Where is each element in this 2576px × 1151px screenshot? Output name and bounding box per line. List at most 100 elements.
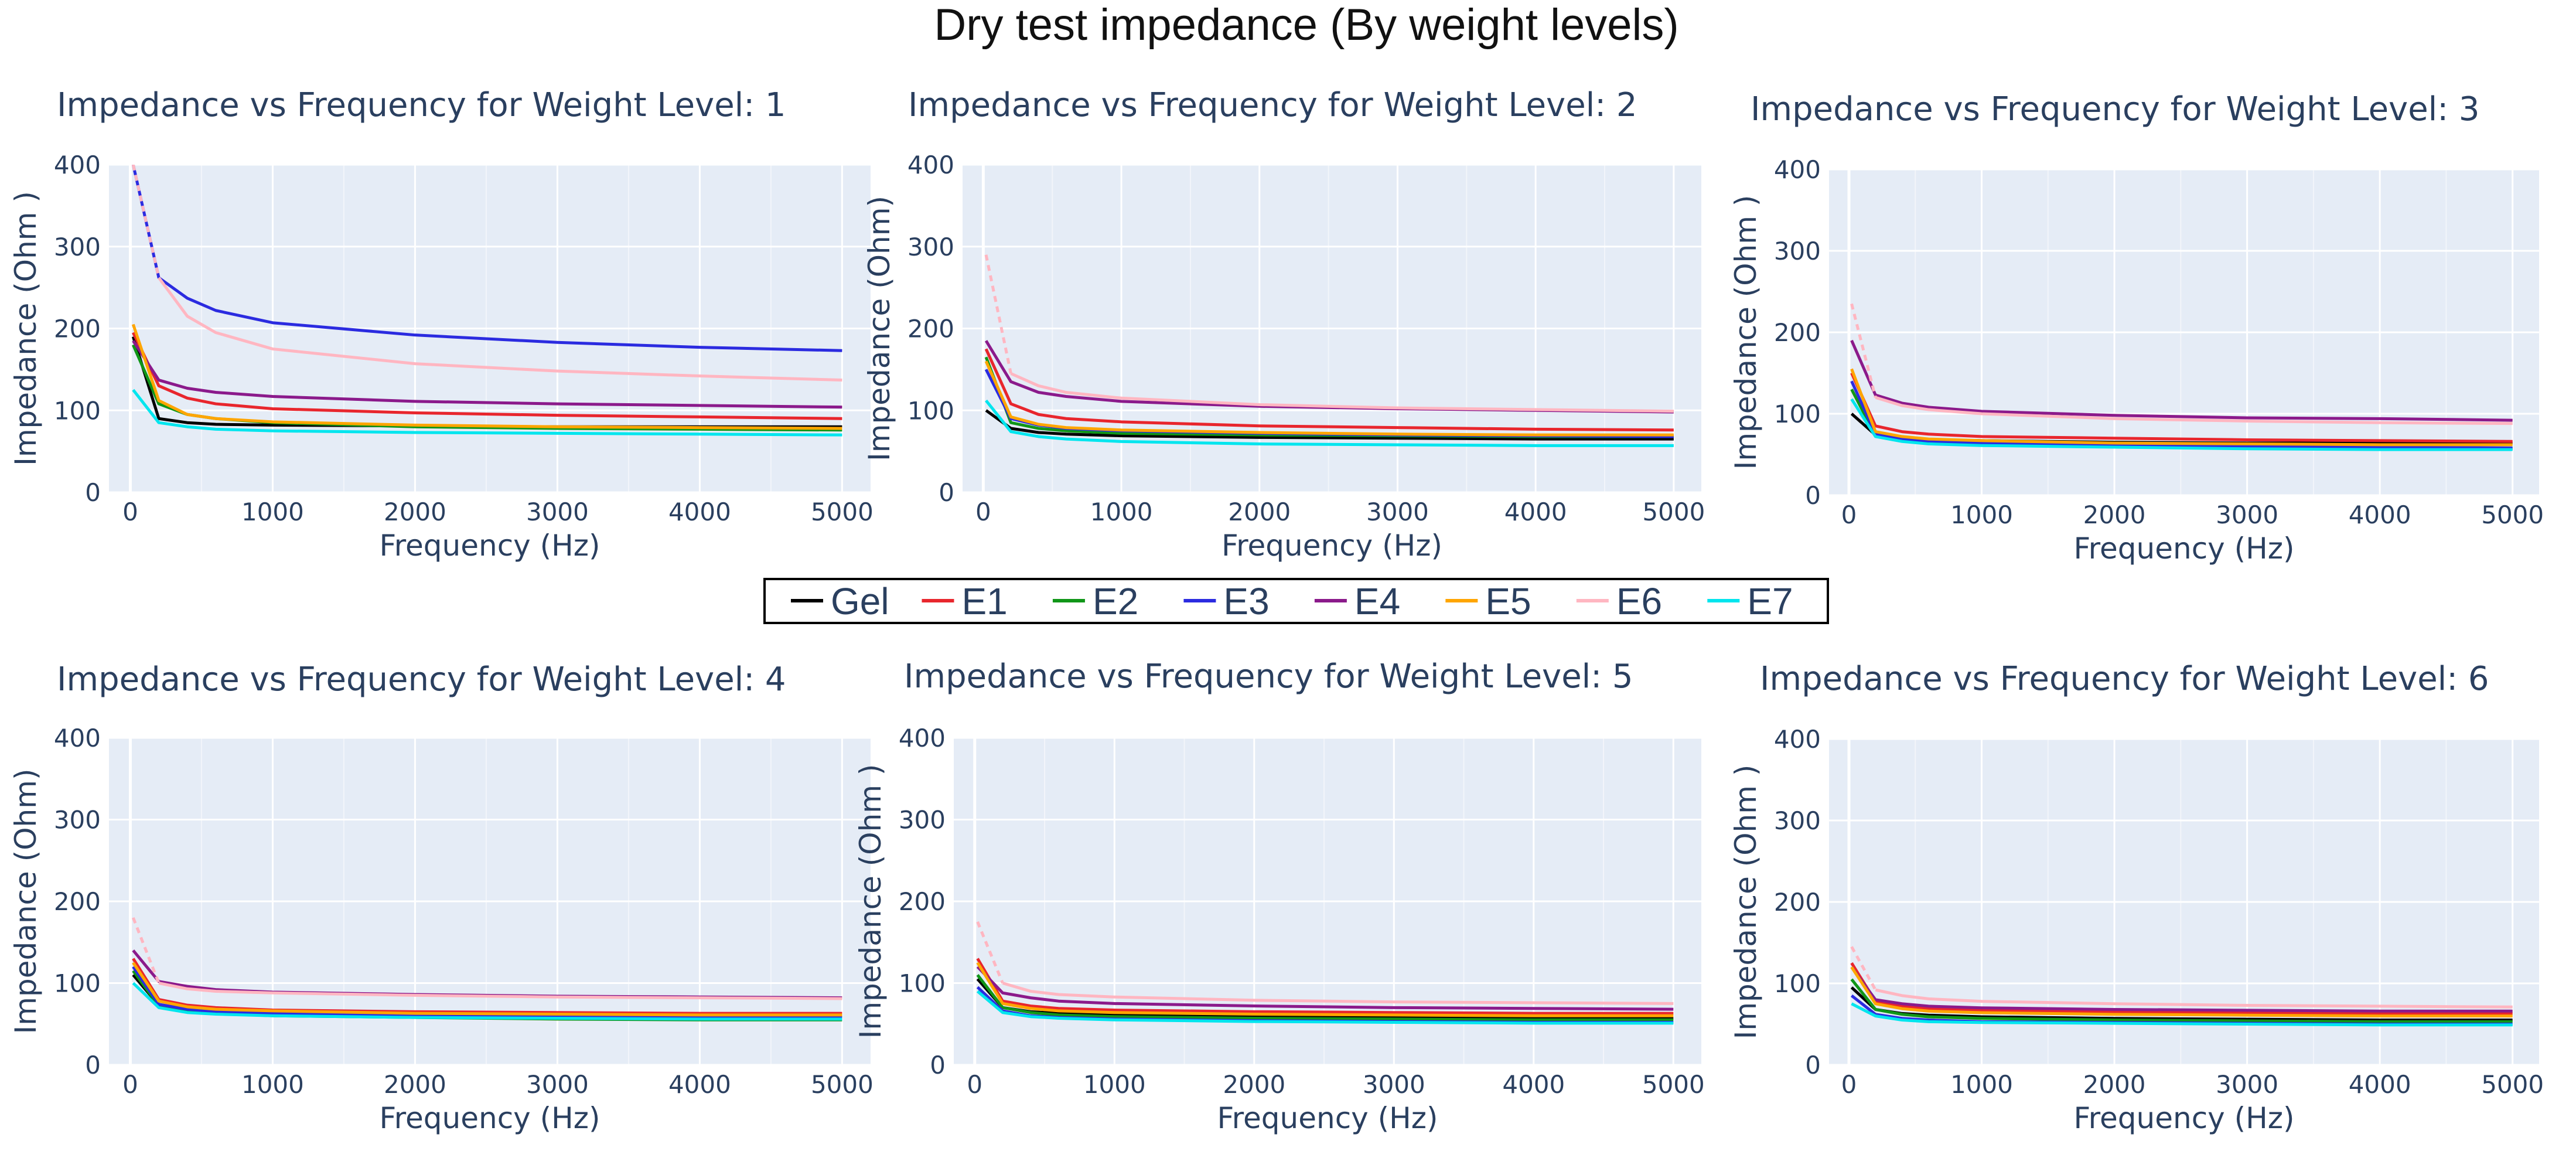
x-tick-label: 1000 (1950, 500, 2013, 529)
x-tick-label: 3000 (2216, 500, 2278, 529)
y-tick-label: 0 (85, 478, 101, 507)
series-line-e6-dashed (131, 917, 161, 984)
series-line-e5 (132, 962, 842, 1017)
x-tick-label: 2000 (384, 1070, 446, 1099)
legend-label-gel: Gel (831, 580, 889, 622)
series-line-e5 (131, 323, 842, 430)
series-group (1850, 946, 2513, 1027)
series-group (131, 917, 842, 1021)
x-tick-label: 5000 (1642, 1070, 1705, 1099)
series-line-e6 (158, 277, 842, 382)
y-tick-label: 300 (1774, 237, 1821, 265)
x-tick-label: 0 (967, 1070, 982, 1099)
series-line-e5 (1850, 966, 2513, 1018)
panel-title: Impedance vs Frequency for Weight Level:… (908, 86, 1637, 124)
x-tick-label: 4000 (2349, 500, 2411, 529)
series-line-e2 (976, 974, 1674, 1021)
y-tick-label: 200 (899, 887, 946, 916)
series-line-e6-dashed (976, 921, 1004, 984)
y-tick-label: 0 (930, 1051, 946, 1080)
legend-label-e3: E3 (1223, 580, 1269, 622)
y-tick-label: 0 (1805, 481, 1821, 510)
y-tick-label: 100 (54, 396, 101, 425)
x-tick-label: 4000 (1504, 498, 1567, 526)
panel-title: Impedance vs Frequency for Weight Level:… (904, 658, 1633, 696)
series-line-e7 (1851, 1002, 2513, 1027)
series-line-e3 (1850, 380, 2513, 449)
y-tick-label: 0 (1805, 1051, 1821, 1080)
x-tick-label: 1000 (1950, 1070, 2013, 1099)
x-tick-label: 4000 (2349, 1070, 2411, 1099)
chart-panel-4: Impedance vs Frequency for Weight Level:… (9, 660, 874, 1135)
legend-label-e7: E7 (1747, 580, 1793, 622)
y-tick-label: 100 (1774, 400, 1821, 428)
x-axis-label: Frequency (Hz) (1217, 1101, 1438, 1135)
chart-panel-6: Impedance vs Frequency for Weight Level:… (1729, 660, 2544, 1135)
series-line-e6 (1875, 396, 2513, 425)
y-tick-label: 400 (1774, 155, 1821, 184)
x-axis-label: Frequency (Hz) (1222, 529, 1442, 563)
x-tick-label: 0 (122, 498, 138, 526)
panel-title: Impedance vs Frequency for Weight Level:… (57, 86, 786, 124)
legend-label-e4: E4 (1354, 580, 1400, 622)
series-group (1850, 303, 2513, 451)
series-line-e3 (132, 966, 842, 1019)
x-tick-label: 5000 (2481, 1070, 2544, 1099)
x-tick-label: 1000 (241, 498, 304, 526)
x-tick-label: 3000 (526, 1070, 589, 1099)
x-tick-label: 1000 (241, 1070, 304, 1099)
series-line-e1 (984, 348, 1674, 432)
x-axis-label: Frequency (Hz) (2073, 1101, 2294, 1135)
series-line-e7 (985, 399, 1674, 447)
chart-panel-1: Impedance vs Frequency for Weight Level:… (9, 86, 874, 563)
legend-label-e6: E6 (1616, 580, 1662, 622)
series-line-e7 (132, 389, 842, 437)
series-line-e5 (1850, 368, 2513, 447)
y-tick-label: 100 (907, 396, 954, 425)
series-group (984, 254, 1674, 447)
x-tick-label: 5000 (811, 1070, 874, 1099)
y-axis-label: Impedance (Ohm ) (1729, 195, 1763, 470)
series-line-e1 (1850, 962, 2513, 1015)
legend: Gel E1 E2 E3 E4 E5 E6 E7 (763, 578, 1829, 624)
y-tick-label: 400 (907, 151, 954, 179)
x-axis-label: Frequency (Hz) (379, 1101, 600, 1135)
y-tick-label: 0 (939, 478, 954, 507)
y-tick-label: 200 (907, 315, 954, 343)
y-axis-label: Impedance (Ohm ) (854, 764, 888, 1039)
series-line-e1 (132, 332, 842, 420)
y-tick-label: 300 (1774, 806, 1821, 835)
series-line-e4 (132, 340, 842, 409)
x-tick-label: 3000 (2216, 1070, 2278, 1099)
x-tick-label: 2000 (2083, 500, 2146, 529)
panel-title: Impedance vs Frequency for Weight Level:… (1751, 90, 2480, 128)
series-line-e6 (158, 982, 842, 1000)
legend-label-e1: E1 (961, 580, 1007, 622)
panels: Impedance vs Frequency for Weight Level:… (9, 86, 2544, 1135)
series-line-e1 (1850, 372, 2513, 443)
series-line-e5 (984, 360, 1674, 437)
series-line-e4 (976, 965, 1674, 1011)
x-tick-label: 0 (1841, 500, 1857, 529)
x-tick-label: 2000 (1223, 1070, 1285, 1099)
series-line-e6-dashed (1850, 946, 1877, 991)
x-tick-label: 3000 (1366, 498, 1429, 526)
legend-label-e2: E2 (1093, 580, 1138, 622)
x-axis-label: Frequency (Hz) (2073, 532, 2294, 566)
panel-title: Impedance vs Frequency for Weight Level:… (1760, 660, 2489, 698)
x-tick-label: 3000 (1363, 1070, 1425, 1099)
y-tick-label: 400 (899, 724, 946, 752)
y-tick-label: 300 (899, 806, 946, 835)
chart-panel-2: Impedance vs Frequency for Weight Level:… (862, 86, 1705, 563)
y-tick-label: 200 (1774, 318, 1821, 347)
y-axis-label: Impedance (Ohm ) (1729, 765, 1763, 1040)
y-tick-label: 200 (54, 315, 101, 343)
y-tick-label: 100 (899, 969, 946, 998)
series-line-e6-dashed (131, 165, 161, 278)
y-tick-label: 100 (54, 969, 101, 998)
y-axis-label: Impedance (Ohm ) (9, 191, 43, 466)
x-tick-label: 2000 (384, 498, 446, 526)
chart-panel-3: Impedance vs Frequency for Weight Level:… (1729, 90, 2544, 566)
x-tick-label: 5000 (1642, 498, 1705, 526)
